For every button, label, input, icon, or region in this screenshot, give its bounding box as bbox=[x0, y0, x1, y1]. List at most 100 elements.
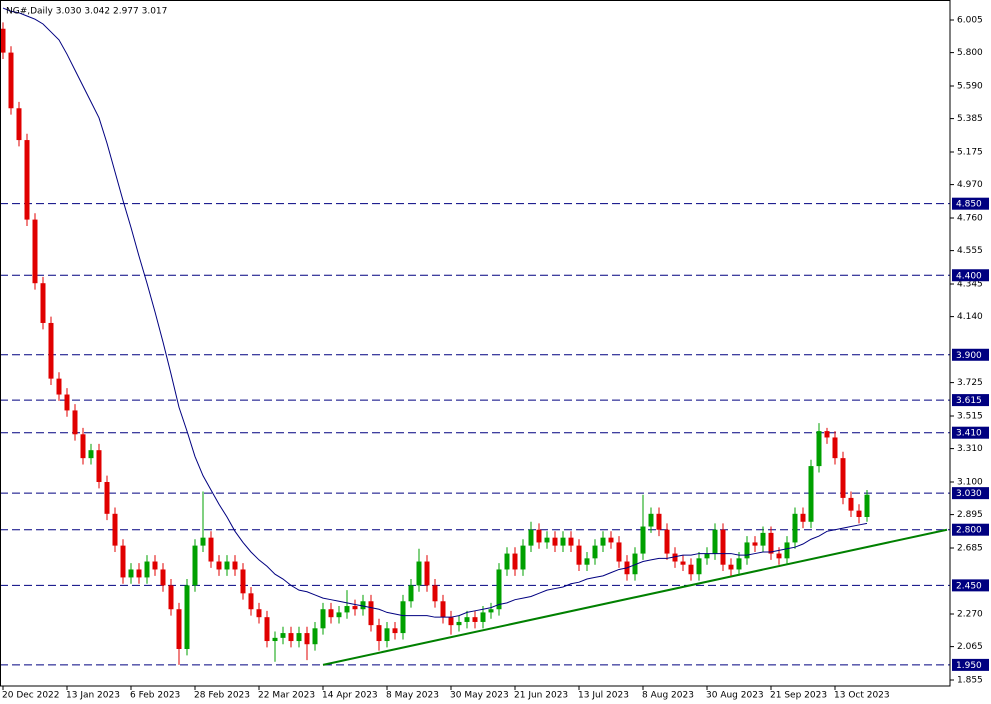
candle-body bbox=[216, 561, 222, 570]
y-tick-label: 1.855 bbox=[957, 676, 983, 686]
moving-average bbox=[2, 7, 868, 618]
level-label: 3.030 bbox=[956, 489, 982, 499]
candle-body bbox=[720, 529, 726, 565]
level-tag bbox=[952, 269, 989, 282]
candle-body bbox=[152, 561, 158, 570]
candle-body bbox=[728, 564, 734, 570]
x-tick-label: 8 Aug 2023 bbox=[642, 691, 694, 701]
candle-body bbox=[232, 561, 238, 570]
x-tick-label: 13 Oct 2023 bbox=[834, 691, 890, 701]
candle-body bbox=[208, 537, 214, 562]
candle-body bbox=[472, 617, 478, 622]
x-tick-label: 28 Feb 2023 bbox=[194, 691, 250, 701]
candle-body bbox=[328, 609, 334, 618]
y-tick-label: 4.140 bbox=[957, 312, 983, 322]
candle-body bbox=[496, 569, 502, 610]
candle-body bbox=[824, 431, 830, 438]
x-tick-label: 22 Mar 2023 bbox=[258, 691, 315, 701]
candle-body bbox=[448, 617, 454, 626]
candle-body bbox=[264, 617, 270, 642]
candle-body bbox=[432, 585, 438, 602]
candle-body bbox=[400, 601, 406, 634]
y-tick-label: 5.590 bbox=[957, 82, 983, 92]
x-tick-label: 13 Jan 2023 bbox=[66, 691, 120, 701]
candle-body bbox=[784, 542, 790, 559]
x-tick-label: 21 Sep 2023 bbox=[770, 691, 827, 701]
y-tick-label: 3.100 bbox=[957, 478, 983, 488]
y-tick-label: 6.005 bbox=[957, 16, 983, 26]
y-tick-label: 3.725 bbox=[957, 378, 983, 388]
candle-body bbox=[632, 553, 638, 575]
candle-body bbox=[304, 633, 310, 645]
level-tag bbox=[952, 523, 989, 536]
candle-body bbox=[384, 628, 390, 642]
candle-body bbox=[456, 621, 462, 626]
level-tag bbox=[952, 487, 989, 500]
candle-body bbox=[392, 628, 398, 634]
candle-body bbox=[296, 633, 302, 642]
candle-body bbox=[568, 537, 574, 546]
x-tick-label: 30 May 2023 bbox=[450, 691, 509, 701]
candle-body bbox=[288, 633, 294, 642]
y-tick-label: 2.685 bbox=[957, 544, 983, 554]
plot-area bbox=[0, 7, 950, 666]
candle-body bbox=[320, 609, 326, 629]
candle-body bbox=[776, 553, 782, 559]
candle-body bbox=[792, 513, 798, 543]
y-tick-label: 5.385 bbox=[957, 114, 983, 124]
y-tick-label: 2.895 bbox=[957, 510, 983, 520]
candle-body bbox=[504, 553, 510, 570]
candle-body bbox=[856, 510, 862, 517]
level-label: 1.950 bbox=[956, 661, 982, 671]
candle-body bbox=[128, 569, 134, 578]
candle-body bbox=[736, 558, 742, 570]
candle-body bbox=[104, 482, 110, 514]
candle-body bbox=[704, 553, 710, 559]
candle-body bbox=[352, 606, 358, 610]
candle-body bbox=[584, 558, 590, 565]
candle-body bbox=[712, 529, 718, 554]
candle-body bbox=[144, 561, 150, 578]
candle-body bbox=[184, 585, 190, 649]
candle-body bbox=[160, 569, 166, 586]
candle-body bbox=[864, 494, 870, 517]
level-tag bbox=[952, 658, 989, 671]
y-tick-label: 2.270 bbox=[957, 610, 983, 620]
candle-body bbox=[96, 450, 102, 482]
candle-body bbox=[200, 537, 206, 546]
candle-body bbox=[800, 513, 806, 522]
y-tick-label: 3.515 bbox=[957, 412, 983, 422]
candle-body bbox=[752, 542, 758, 546]
candle-body bbox=[488, 609, 494, 613]
candle-body bbox=[408, 585, 414, 602]
candle-body bbox=[272, 637, 278, 642]
candle-body bbox=[136, 569, 142, 578]
level-label: 3.615 bbox=[956, 396, 982, 406]
candle-body bbox=[120, 545, 126, 578]
level-tag bbox=[952, 197, 989, 210]
y-tick-label: 4.555 bbox=[957, 246, 983, 256]
candle-body bbox=[656, 513, 662, 530]
candle-body bbox=[88, 450, 94, 459]
candle-body bbox=[840, 458, 846, 498]
level-tag bbox=[952, 426, 989, 439]
candle-body bbox=[112, 513, 118, 546]
y-tick-label: 5.800 bbox=[957, 48, 983, 58]
y-tick-label: 4.345 bbox=[957, 280, 983, 290]
candle-body bbox=[192, 545, 198, 586]
candle-body bbox=[520, 545, 526, 570]
trend-line bbox=[322, 528, 948, 666]
candle-body bbox=[680, 561, 686, 565]
candle-body bbox=[464, 617, 470, 622]
y-tick-label: 5.175 bbox=[957, 148, 983, 158]
level-label: 2.800 bbox=[956, 526, 982, 536]
candle-body bbox=[240, 569, 246, 594]
level-label: 3.410 bbox=[956, 429, 982, 439]
candle-body bbox=[16, 108, 22, 141]
candle-body bbox=[40, 283, 46, 323]
candle-body bbox=[32, 219, 38, 284]
chart-title: NG#,Daily 3.030 3.042 2.977 3.017 bbox=[6, 7, 167, 17]
candle-body bbox=[832, 437, 838, 459]
